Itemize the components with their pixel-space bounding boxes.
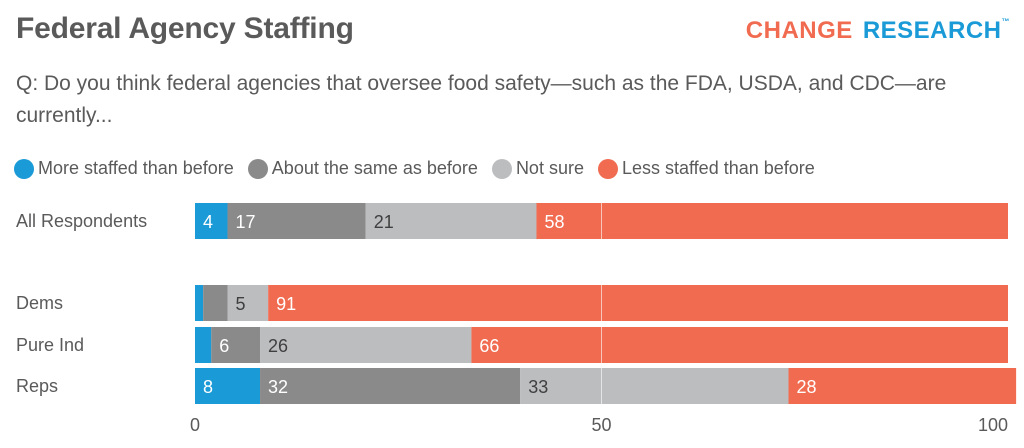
legend-item-more: More staffed than before xyxy=(14,158,234,179)
bar-segment-not-sure xyxy=(260,327,472,363)
data-label: 4 xyxy=(203,212,213,232)
row-label: Dems xyxy=(16,293,63,313)
data-label: 33 xyxy=(528,377,548,397)
row-label: Reps xyxy=(16,376,58,396)
legend-item-less: Less staffed than before xyxy=(597,158,815,179)
bar-segment-less-staffed-than-before xyxy=(788,368,1017,404)
legend-dot-same xyxy=(247,158,268,179)
bar-segment-about-the-same-as-before xyxy=(211,327,261,363)
data-label: 66 xyxy=(479,336,499,356)
data-label: 17 xyxy=(236,212,256,232)
chart-title: Federal Agency Staffing xyxy=(16,12,354,45)
data-label: 91 xyxy=(276,294,296,314)
logo-research: RESEARCH xyxy=(862,17,1002,44)
legend-dot-more xyxy=(14,158,34,179)
bar-segment-less-staffed-than-before xyxy=(268,285,1008,321)
bar-segment-more-staffed-than-before xyxy=(195,368,261,404)
row-label: All Respondents xyxy=(16,211,147,231)
bar-segment-less-staffed-than-before xyxy=(536,203,1008,239)
bar-segment-less-staffed-than-before xyxy=(471,327,1008,363)
legend-label-less: Less staffed than before xyxy=(621,158,815,178)
bar-segment-about-the-same-as-before xyxy=(260,368,521,404)
change-research-logo: CHANGE RESEARCH™ xyxy=(746,17,1010,45)
bar-segment-not-sure xyxy=(520,368,789,404)
legend-dot-less xyxy=(597,158,618,179)
legend-label-more: More staffed than before xyxy=(38,158,234,178)
logo-change: CHANGE xyxy=(745,17,853,44)
legend-item-not-sure: Not sure xyxy=(491,158,584,179)
bar-segment-not-sure xyxy=(227,285,269,321)
bar-segment-more-staffed-than-before xyxy=(195,203,228,239)
data-label: 21 xyxy=(374,212,394,232)
bar-segment-more-staffed-than-before xyxy=(195,285,204,321)
x-tick-label: 100 xyxy=(978,415,1008,435)
x-tick-label: 50 xyxy=(591,415,611,435)
legend-dot-not-sure xyxy=(491,158,512,179)
x-tick-label: 0 xyxy=(190,415,200,435)
bar-segment-about-the-same-as-before xyxy=(203,285,228,321)
data-label: 58 xyxy=(544,212,564,232)
bar-segment-not-sure xyxy=(365,203,537,239)
legend-label-not-sure: Not sure xyxy=(515,158,584,178)
legend: More staffed than before About the same … xyxy=(14,158,829,179)
data-label: 5 xyxy=(236,294,246,314)
legend-item-same: About the same as before xyxy=(247,158,478,179)
data-label: 26 xyxy=(268,336,288,356)
bar-segment-about-the-same-as-before xyxy=(227,203,366,239)
row-label: Pure Ind xyxy=(16,335,84,355)
data-label: 28 xyxy=(796,377,816,397)
chart-subtitle: Q: Do you think federal agencies that ov… xyxy=(16,72,947,127)
bar-segment-more-staffed-than-before xyxy=(195,327,212,363)
legend-label-same: About the same as before xyxy=(271,158,478,178)
data-label: 8 xyxy=(203,377,213,397)
data-label: 6 xyxy=(219,336,229,356)
logo-trademark: ™ xyxy=(1001,17,1010,26)
data-label: 32 xyxy=(268,377,288,397)
